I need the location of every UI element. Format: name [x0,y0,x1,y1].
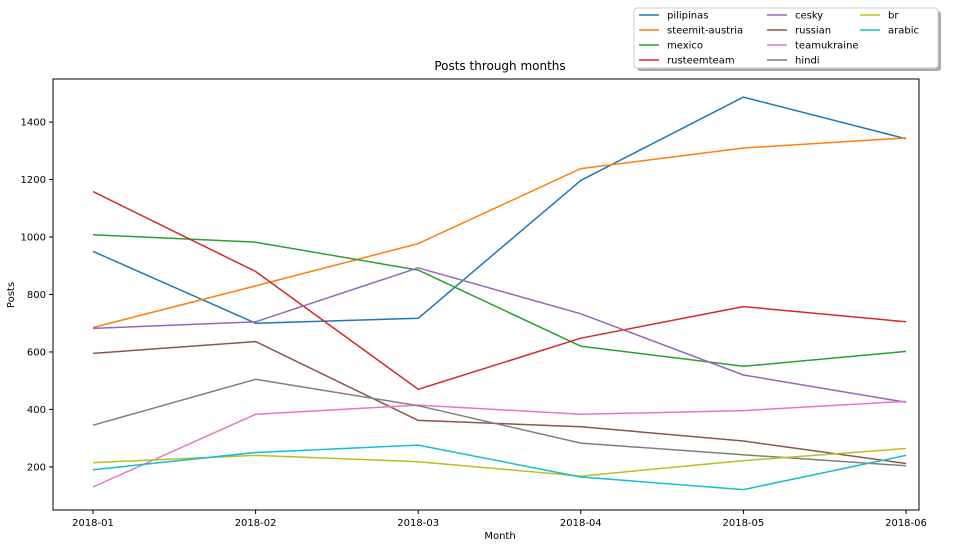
legend-label-teamukraine: teamukraine [795,41,859,52]
legend-label-pilipinas: pilipinas [667,11,708,22]
legend-label-br: br [888,11,899,22]
y-tick-label: 200 [27,462,46,473]
y-tick-label: 400 [27,405,46,416]
x-tick-label: 2018-05 [723,518,765,529]
legend: pilipinas steemit-austria mexico rusteemtea… [633,7,941,71]
y-tick-label: 800 [27,290,46,301]
series-line-pilipinas [92,96,907,324]
series-line-russian [92,340,907,465]
x-axis-label: Month [484,531,515,542]
series-line-hindi [92,378,907,467]
legend-label-arabic: arabic [888,26,919,37]
y-tick-label: 600 [27,347,46,358]
chart-title: Posts through months [434,59,565,73]
legend-box [633,7,939,69]
x-tick-label: 2018-02 [235,518,277,529]
plot-frame [52,78,920,511]
legend-label-russian: russian [795,26,831,37]
x-axis-ticks: 2018-01 2018-02 2018-03 2018-04 2018-05 2018-… [72,510,927,529]
legend-entries: pilipinas steemit-austria mexico rusteemtea… [639,11,919,67]
x-tick-label: 2018-01 [72,518,114,529]
series-line-mexico [92,233,907,368]
series-line-br [92,447,907,477]
series-line-teamukraine [92,400,907,488]
x-tick-label: 2018-06 [885,518,927,529]
series-layer [92,96,907,491]
legend-label-hindi: hindi [795,56,820,67]
x-tick-label: 2018-03 [397,518,439,529]
series-line-arabic [92,444,907,491]
y-axis-ticks: 200 400 600 800 1000 1200 1400 [21,118,53,473]
legend-label-cesky: cesky [795,11,823,22]
series-line-cesky [92,267,907,404]
legend-label-steemit-austria: steemit-austria [667,26,743,37]
legend-label-rusteemteam: rusteemteam [667,56,735,67]
y-tick-label: 1400 [21,118,46,129]
series-line-steemit-austria [92,137,907,329]
y-tick-label: 1000 [21,233,46,244]
x-tick-label: 2018-04 [560,518,602,529]
y-axis-label: Posts [6,282,17,308]
legend-label-mexico: mexico [667,41,703,52]
y-tick-label: 1200 [21,175,46,186]
series-line-rusteemteam [92,190,907,391]
